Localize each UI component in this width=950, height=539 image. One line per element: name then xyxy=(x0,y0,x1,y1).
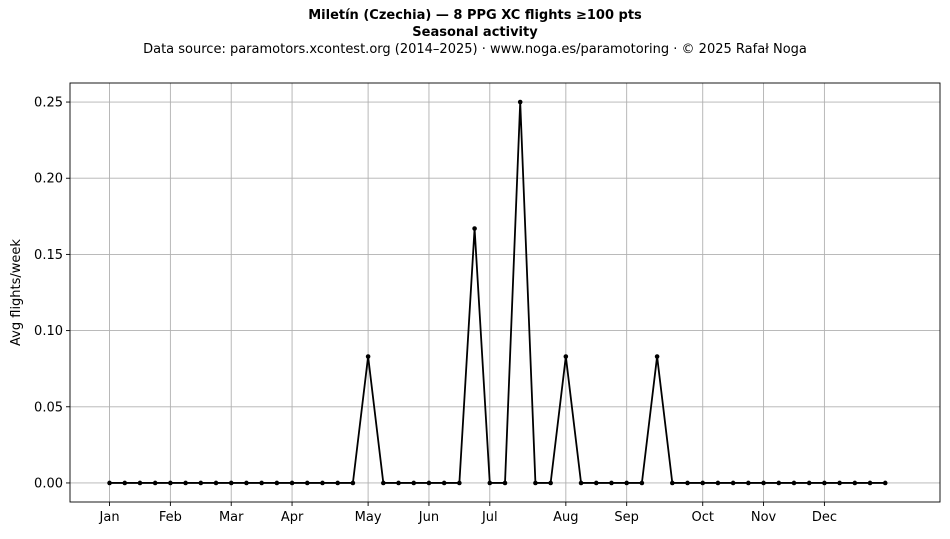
x-tick-label: May xyxy=(355,510,382,525)
data-point xyxy=(213,480,219,486)
x-tick-label: Jul xyxy=(481,510,498,525)
x-tick-label: Dec xyxy=(812,510,837,525)
data-point xyxy=(852,480,858,486)
data-point xyxy=(685,480,690,486)
data-point xyxy=(791,480,797,486)
data-point xyxy=(746,480,751,486)
data-point xyxy=(882,480,888,486)
data-point xyxy=(320,480,325,486)
data-point xyxy=(304,480,310,486)
data-point xyxy=(198,480,204,486)
data-point xyxy=(137,480,143,486)
y-tick-label: 0.00 xyxy=(34,476,63,491)
data-point xyxy=(548,480,553,486)
x-tick-label: Aug xyxy=(553,510,578,525)
x-tick-label: Jun xyxy=(418,510,439,525)
data-point xyxy=(715,480,721,486)
chart-subtitle: Seasonal activity xyxy=(412,25,538,40)
data-point xyxy=(183,480,188,486)
y-tick-label: 0.15 xyxy=(34,248,63,263)
x-tick-label: Jan xyxy=(99,510,120,525)
data-point xyxy=(472,226,477,231)
data-source-note: Data source: paramotors.xcontest.org (20… xyxy=(143,42,807,57)
data-point xyxy=(168,480,173,486)
data-point xyxy=(289,480,295,486)
series-line xyxy=(109,101,886,484)
data-point xyxy=(730,480,736,486)
data-point xyxy=(396,480,401,486)
data-point xyxy=(411,480,417,486)
x-tick-label: Sep xyxy=(614,510,639,525)
data-point xyxy=(654,354,660,359)
data-point xyxy=(122,480,128,486)
data-point xyxy=(244,480,249,486)
data-point xyxy=(776,480,782,486)
data-point xyxy=(822,480,827,486)
data-point xyxy=(867,480,873,486)
data-point xyxy=(624,480,629,486)
data-point xyxy=(350,480,356,486)
data-point xyxy=(152,480,158,486)
data-point xyxy=(761,480,766,486)
data-point xyxy=(259,480,264,486)
x-tick-label: Apr xyxy=(281,510,304,525)
data-point xyxy=(806,480,812,486)
data-point xyxy=(578,480,584,486)
data-point xyxy=(107,480,112,486)
y-tick-label: 0.25 xyxy=(34,96,63,111)
y-tick-label: 0.10 xyxy=(34,324,63,339)
data-point xyxy=(563,354,569,359)
data-point xyxy=(700,480,706,486)
x-tick-label: Mar xyxy=(219,510,244,525)
data-point xyxy=(335,480,340,486)
data-point xyxy=(457,480,462,486)
data-point xyxy=(609,480,614,486)
plot-frame xyxy=(69,82,941,503)
data-point xyxy=(670,480,675,486)
series-layer xyxy=(107,99,888,486)
x-tick-label: Nov xyxy=(751,510,777,525)
chart-title: Miletín (Czechia) — 8 PPG XC flights ≥10… xyxy=(308,8,642,23)
data-point xyxy=(837,480,842,486)
y-tick-label: 0.05 xyxy=(34,400,63,415)
x-tick-label: Feb xyxy=(159,510,182,525)
data-point xyxy=(487,480,493,486)
data-point xyxy=(502,480,508,486)
y-axis-label: Avg flights/week xyxy=(9,239,24,346)
x-tick-label: Oct xyxy=(691,510,713,525)
data-point xyxy=(533,480,538,486)
data-point xyxy=(228,480,234,486)
grid-lines xyxy=(70,83,940,502)
data-point xyxy=(517,99,523,105)
data-point xyxy=(426,480,432,486)
data-point xyxy=(274,480,280,486)
data-point xyxy=(381,480,386,486)
data-point xyxy=(593,480,599,486)
axes-layer: Jan Feb Mar Apr May Jun Jul Aug Sep Oct Nov Dec 0.00… xyxy=(34,96,837,525)
data-point xyxy=(365,354,371,359)
y-tick-label: 0.20 xyxy=(34,172,63,187)
data-point xyxy=(639,480,645,486)
data-point xyxy=(441,480,447,486)
